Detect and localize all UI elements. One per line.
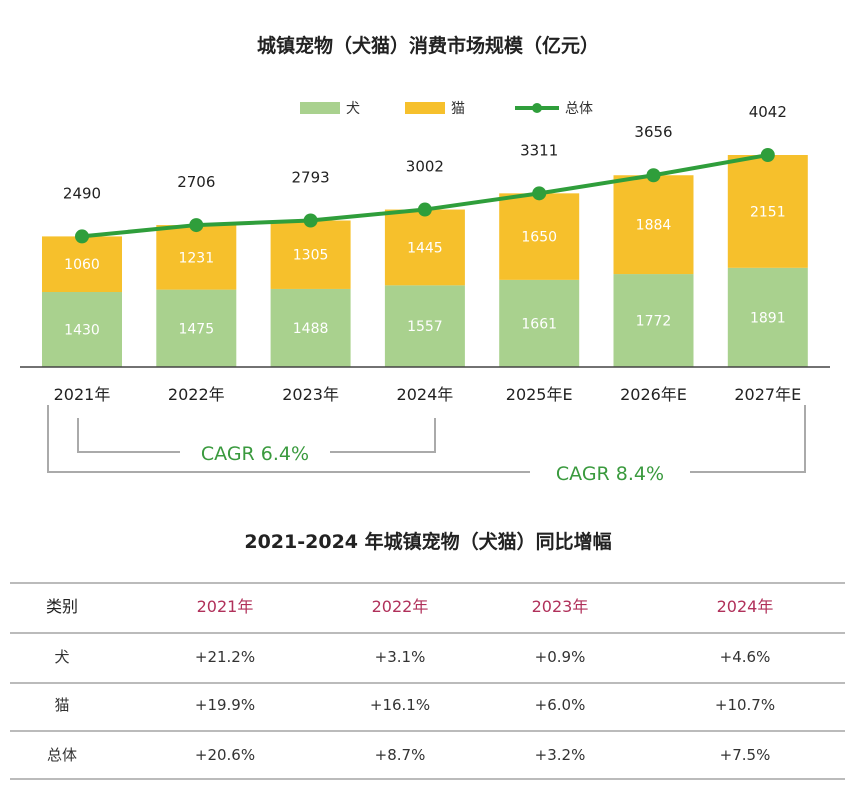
legend-label-1: 猫: [451, 101, 465, 117]
total-point-4: [532, 186, 547, 201]
x-tick-0: 2021年: [54, 385, 111, 404]
label-total-0: 2490: [63, 184, 101, 202]
total-point-5: [646, 168, 661, 183]
label-total-4: 3311: [520, 141, 558, 159]
table-cell-0-0: 犬: [54, 648, 69, 666]
label-dog-2: 1488: [293, 321, 329, 337]
label-cat-3: 1445: [407, 240, 443, 256]
bar-cat-0: [42, 236, 122, 292]
table-cell-2-1: +20.6%: [195, 746, 255, 764]
bar-cat-3: [384, 209, 465, 286]
legend-swatch-1: [405, 102, 445, 114]
chart-title: 城镇宠物（犬猫）消费市场规模（亿元）: [257, 34, 599, 57]
legend-swatch-0: [300, 102, 340, 114]
table-cell-2-4: +7.5%: [720, 746, 771, 764]
table-title: 2021-2024 年城镇宠物（犬猫）同比增幅: [244, 530, 611, 553]
x-tick-6: 2027年E: [734, 385, 801, 404]
table-cell-2-0: 总体: [47, 746, 77, 764]
legend-label-2: 总体: [565, 101, 593, 117]
total-point-2: [303, 213, 318, 228]
total-point-1: [189, 218, 204, 233]
table-cell-1-4: +10.7%: [715, 696, 775, 714]
table-cell-0-4: +4.6%: [720, 648, 771, 666]
label-cat-4: 1650: [521, 230, 557, 246]
table-cell-0-1: +21.2%: [195, 648, 255, 666]
total-point-0: [75, 229, 89, 244]
label-total-1: 2706: [177, 173, 215, 191]
x-axis: 2021年 2022年 2023年 2024年 2025年E 2026年E 2027年E: [20, 366, 830, 404]
bar-cat-2: [270, 220, 351, 289]
table-cell-0-3: +0.9%: [535, 648, 586, 666]
cagr-label-short: CAGR 6.4%: [201, 443, 309, 465]
bar-dog-0: [42, 291, 122, 367]
cagr-label-long: CAGR 8.4%: [556, 463, 664, 485]
label-cat-0: 1060: [64, 257, 100, 273]
label-dog-1: 1475: [178, 321, 214, 337]
table-cell-1-1: +19.9%: [195, 696, 255, 714]
bar-cat-4: [499, 193, 580, 280]
bar-dog-2: [270, 288, 351, 367]
x-tick-5: 2026年E: [620, 385, 687, 404]
legend-line-marker: [532, 103, 542, 113]
x-tick-1: 2022年: [168, 385, 225, 404]
label-dog-6: 1891: [750, 310, 786, 326]
cagr-bracket-short: [77, 418, 436, 453]
label-total-6: 4042: [749, 103, 787, 121]
table-header-1: 2021年: [197, 597, 254, 616]
bar-cat-6: [727, 155, 808, 268]
bar-cat-1: [156, 225, 237, 290]
bars: 1430 1060 1475 1231 1488 1305 1557 1445 1661 1650…: [42, 155, 808, 367]
x-tick-4: 2025年E: [506, 385, 573, 404]
table-header-2: 2022年: [372, 597, 429, 616]
bar-dog-3: [384, 285, 465, 367]
label-dog-3: 1557: [407, 319, 443, 335]
label-dog-4: 1661: [521, 316, 557, 332]
bar-dog-4: [499, 279, 580, 367]
cagr-bracket-long: [47, 405, 806, 473]
table-cell-1-2: +16.1%: [370, 696, 430, 714]
label-cat-5: 1884: [636, 218, 672, 234]
table-cell-0-2: +3.1%: [375, 648, 426, 666]
total-point-3: [417, 202, 432, 217]
table-header-0: 类别: [46, 597, 78, 616]
legend-label-0: 犬: [346, 101, 360, 117]
table-header-4: 2024年: [717, 597, 774, 616]
label-cat-1: 1231: [178, 250, 214, 266]
table-cell-1-3: +6.0%: [535, 696, 586, 714]
table-cell-2-2: +8.7%: [375, 746, 426, 764]
bar-dog-1: [156, 289, 237, 367]
x-tick-2: 2023年: [282, 385, 339, 404]
table-cell-2-3: +3.2%: [535, 746, 586, 764]
legend: 犬 猫 总体: [300, 101, 593, 117]
label-cat-2: 1305: [293, 248, 329, 264]
bar-dog-6: [727, 267, 808, 367]
label-total-3: 3002: [406, 158, 444, 176]
label-total-5: 3656: [634, 123, 672, 141]
total-point-6: [760, 148, 775, 162]
bar-cat-5: [613, 175, 694, 275]
total-line: 2490 2706 2793 3002 3311 3656 4042: [63, 103, 787, 244]
label-cat-6: 2151: [750, 204, 786, 220]
x-tick-3: 2024年: [397, 385, 454, 404]
table-cell-1-0: 猫: [54, 696, 69, 714]
table-header-3: 2023年: [532, 597, 589, 616]
label-total-2: 2793: [292, 169, 330, 187]
bar-dog-5: [613, 274, 694, 367]
label-dog-5: 1772: [636, 314, 672, 330]
label-dog-0: 1430: [64, 322, 100, 338]
cagr-annotations: CAGR 6.4% CAGR 8.4%: [47, 405, 806, 485]
